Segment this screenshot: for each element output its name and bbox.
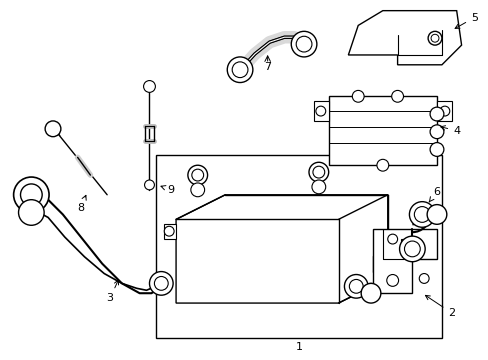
Circle shape [344,275,367,298]
Bar [328,96,436,165]
Text: 7: 7 [264,62,271,72]
Bar [313,101,328,121]
Circle shape [296,36,311,52]
Circle shape [187,165,207,185]
Circle shape [413,207,429,222]
Text: 8: 8 [77,195,86,212]
Text: 3: 3 [106,280,118,303]
Circle shape [426,204,446,224]
Circle shape [429,125,443,139]
Text: 4: 4 [440,126,459,136]
Circle shape [429,143,443,156]
Text: 6: 6 [428,187,440,202]
Circle shape [391,90,403,102]
Polygon shape [372,229,436,293]
Polygon shape [164,224,176,239]
Circle shape [308,162,328,182]
Circle shape [144,180,154,190]
Circle shape [430,34,438,42]
Circle shape [45,121,61,137]
Circle shape [191,169,203,181]
Circle shape [149,271,173,295]
Circle shape [154,276,168,290]
Circle shape [361,283,380,303]
Circle shape [143,81,155,93]
Circle shape [408,202,434,227]
Circle shape [232,62,247,78]
Text: 2: 2 [425,295,454,318]
Circle shape [312,166,324,178]
Bar [156,156,441,338]
Bar [400,239,411,251]
Circle shape [19,200,44,225]
Circle shape [164,226,174,236]
Circle shape [14,177,49,212]
Text: 9: 9 [161,185,174,195]
Circle shape [315,106,325,116]
Circle shape [427,31,441,45]
Text: 1: 1 [295,342,302,352]
Circle shape [439,106,449,116]
Circle shape [348,279,363,293]
Circle shape [386,275,398,286]
Circle shape [291,31,316,57]
Circle shape [418,274,428,283]
Polygon shape [176,195,387,303]
Circle shape [376,159,388,171]
Text: 5: 5 [454,13,477,28]
Circle shape [227,57,252,82]
Circle shape [351,90,364,102]
Circle shape [399,236,424,262]
Circle shape [404,241,419,257]
Bar [436,101,451,121]
Circle shape [190,183,204,197]
Circle shape [429,107,443,121]
Polygon shape [347,11,461,65]
Circle shape [387,234,397,244]
Circle shape [20,184,42,206]
Circle shape [311,180,325,194]
